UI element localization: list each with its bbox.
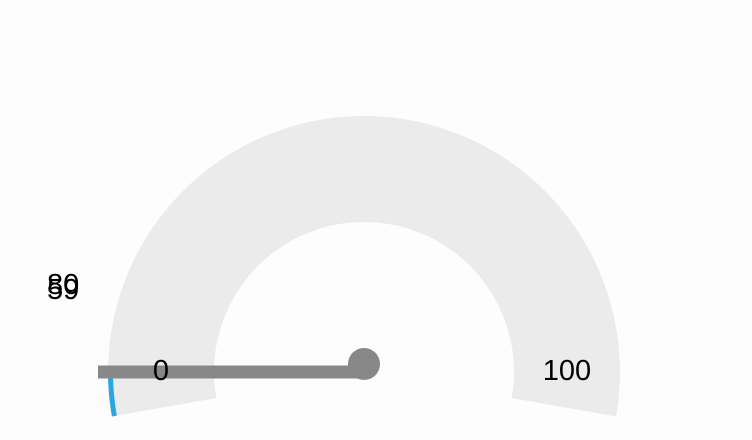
gauge-min-label: 0: [153, 355, 169, 387]
gauge-value-label-back: 80: [47, 269, 79, 301]
gauge-background-arc: [107, 115, 620, 417]
gauge-needle-hub: [348, 348, 380, 380]
gauge-value-arc: [108, 372, 117, 417]
gauge-max-label: 100: [543, 355, 591, 387]
gauge-value-label-front: 59: [47, 274, 79, 306]
